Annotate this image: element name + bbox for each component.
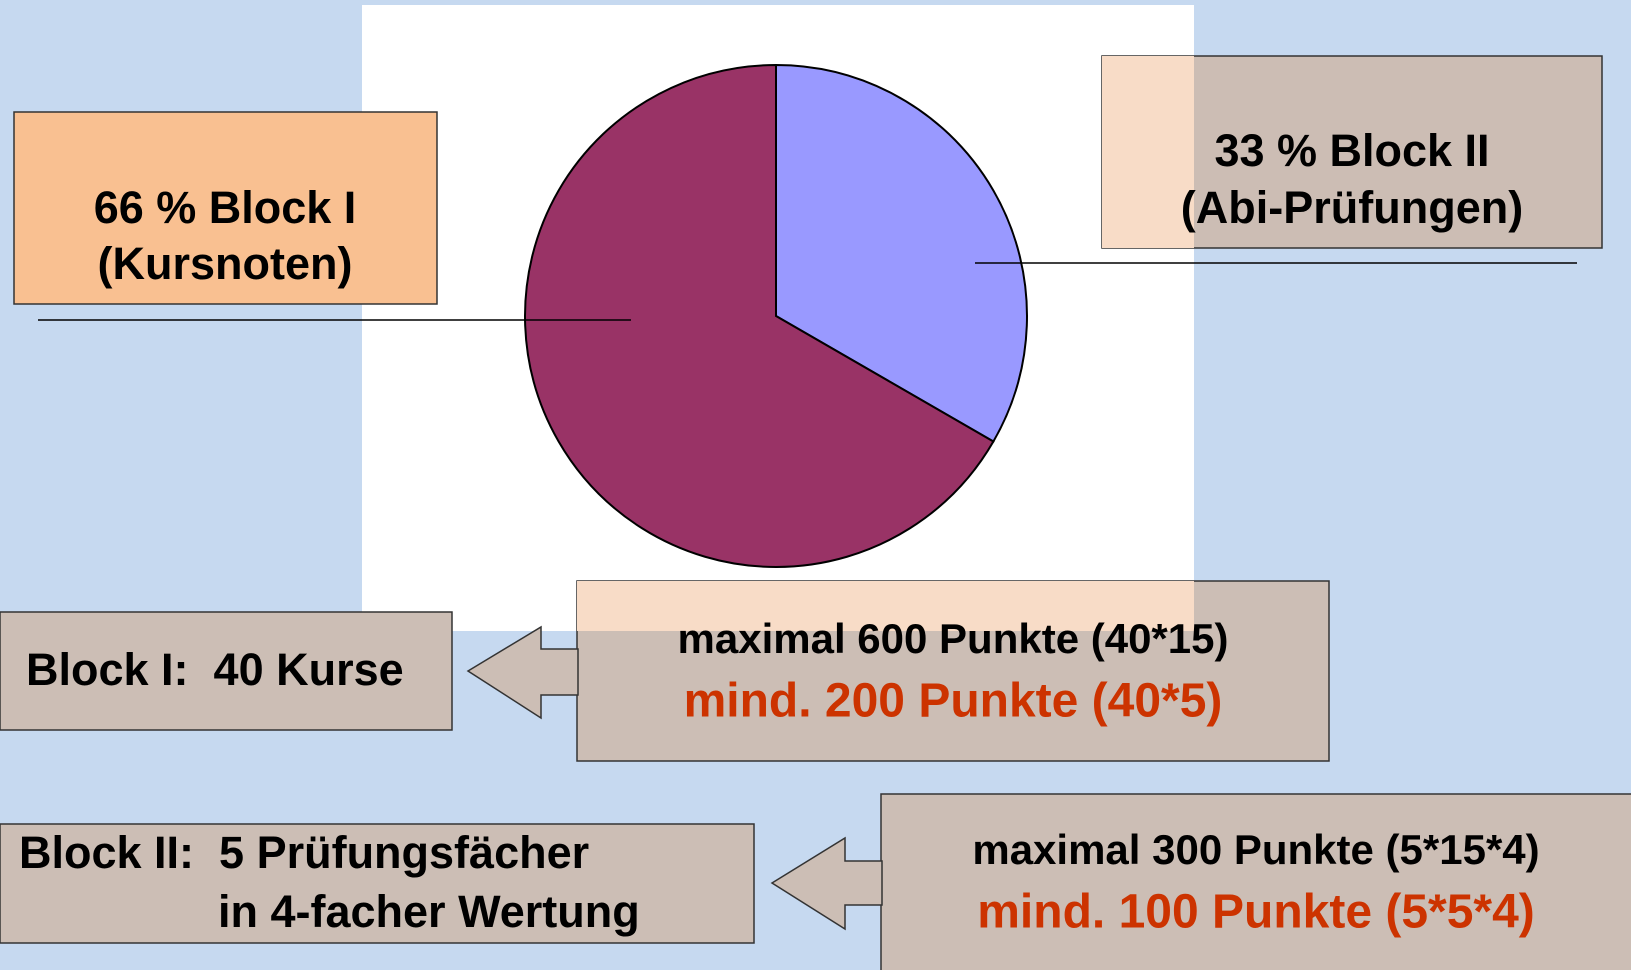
min-points: mind. 200 Punkte (40*5) [684,675,1223,728]
points-box [880,793,1631,970]
slice-sublabel: (Abi-Prüfungen) [1181,182,1523,233]
block-label: in 4-facher Wertung [218,886,640,937]
block-box [0,611,453,731]
min-points: mind. 100 Punkte (5*5*4) [977,886,1535,939]
slice-label: 33 % Block II [1214,125,1489,176]
block-label: Block II: 5 Prüfungsfächer [19,827,589,878]
points-box-overlap [577,581,1194,631]
pie-slice [775,63,1028,443]
pie [523,63,1028,568]
arrow [770,836,883,931]
slice-sublabel: (Kursnoten) [98,238,353,289]
label-box-overlap [1102,56,1194,248]
block-label: Block I: 40 Kurse [26,644,404,695]
max-points: maximal 300 Punkte (5*15*4) [972,826,1539,873]
max-points: maximal 600 Punkte (40*15) [678,615,1229,662]
slice-label: 66 % Block I [94,182,357,233]
pie-slice [523,63,995,568]
block-box [0,823,755,944]
arrow [466,625,579,720]
label-box [13,111,438,305]
